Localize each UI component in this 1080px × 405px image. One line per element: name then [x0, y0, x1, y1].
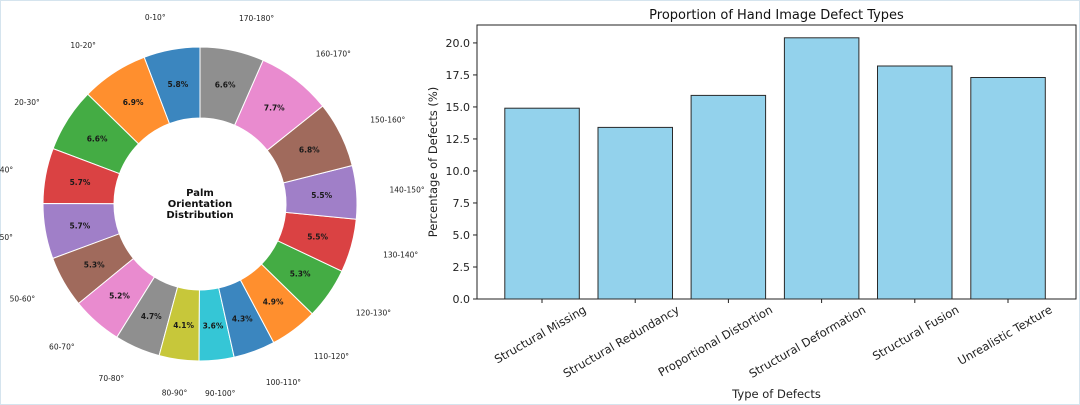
slice-value-label: 5.2% [109, 292, 130, 301]
bar-chart-title: Proportion of Hand Image Defect Types [649, 8, 904, 23]
x-tick-label: Structural Fusion [870, 302, 961, 363]
slice-value-label: 5.7% [70, 178, 91, 187]
slice-category-label: 160-170° [316, 49, 351, 58]
y-tick-label: 7.5 [453, 197, 471, 210]
slice-value-label: 5.3% [84, 261, 105, 270]
slice-value-label: 4.9% [263, 298, 284, 307]
slice-value-label: 4.1% [173, 321, 194, 330]
bar-2 [690, 94, 767, 300]
plot-area-frame [476, 24, 1077, 300]
palm-orientation-donut-chart: 5.8% 0-10° 6.9% 10-20° 6.6% 20-30° 5.7% 30-40° 5… [0, 13, 425, 398]
slice-value-label: 4.3% [232, 314, 253, 323]
y-tick-label: 20.0 [446, 37, 471, 50]
slice-category-label: 60-70° [49, 343, 75, 352]
slice-category-label: 20-30° [14, 98, 40, 107]
slice-value-label: 4.7% [141, 312, 162, 321]
slice-category-label: 30-40° [0, 166, 13, 175]
slice-category-label: 150-160° [370, 116, 405, 125]
bar-5 [970, 77, 1046, 300]
y-tick-label: 12.5 [446, 133, 471, 146]
slice-value-label: 5.5% [307, 233, 328, 242]
bar-1 [597, 126, 673, 300]
slice-category-label: 50-60° [10, 295, 36, 304]
donut-center-label: Palm Orientation Distribution [166, 188, 233, 221]
center-label-line-3: Distribution [166, 210, 233, 221]
slice-category-label: 170-180° [239, 14, 274, 23]
slice-category-label: 100-110° [266, 378, 301, 387]
x-tick-label: Unrealistic Texture [955, 302, 1054, 367]
defect-types-bar-chart: Proportion of Hand Image Defect Types Ty… [426, 8, 1077, 401]
donut-slice-17 [199, 46, 264, 126]
y-tick-label: 5.0 [453, 229, 471, 242]
slice-category-label: 0-10° [145, 13, 166, 22]
y-tick-label: 15.0 [446, 101, 471, 114]
slice-category-label: 140-150° [390, 186, 425, 195]
x-tick-label: Structural Missing [492, 302, 589, 366]
y-tick-label: 2.5 [453, 261, 471, 274]
y-tick-label: 10.0 [446, 165, 471, 178]
slice-category-label: 70-80° [99, 374, 125, 383]
slice-value-label: 6.9% [123, 98, 144, 107]
y-tick-label: 0.0 [453, 293, 471, 306]
slice-value-label: 3.6% [203, 321, 224, 330]
slice-value-label: 7.7% [264, 103, 285, 112]
slice-category-label: 130-140° [383, 251, 418, 260]
slice-category-label: 120-130° [356, 309, 391, 318]
y-axis-label: Percentage of Defects (%) [426, 87, 440, 238]
bar-4 [877, 65, 953, 300]
slice-value-label: 6.6% [215, 81, 236, 90]
slice-value-label: 6.8% [299, 146, 320, 155]
slice-value-label: 5.5% [311, 191, 332, 200]
y-tick-label: 17.5 [446, 69, 471, 82]
slice-category-label: 110-120° [314, 352, 349, 361]
slice-value-label: 5.7% [69, 221, 90, 230]
x-axis-label: Type of Defects [731, 387, 821, 401]
slice-category-label: 40-50° [0, 233, 13, 242]
slice-value-label: 6.6% [87, 134, 108, 143]
slice-value-label: 5.3% [290, 270, 311, 279]
center-label-line-2: Orientation [168, 199, 233, 210]
slice-category-label: 90-100° [205, 389, 236, 398]
slice-category-label: 10-20° [70, 41, 96, 50]
center-label-line-1: Palm [186, 188, 214, 199]
bar-0 [504, 107, 580, 300]
slice-value-label: 5.8% [167, 80, 188, 89]
slice-category-label: 80-90° [162, 388, 188, 397]
bar-3 [783, 37, 860, 300]
